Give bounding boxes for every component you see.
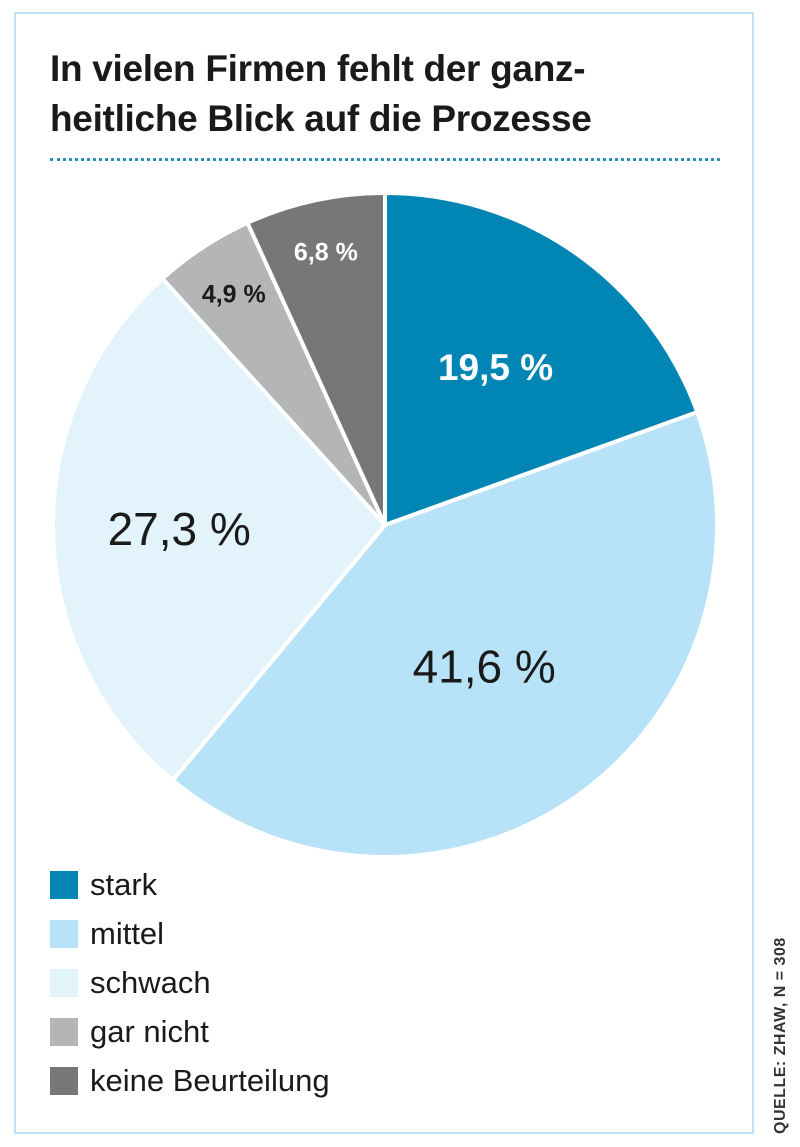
legend-item-schwach: schwach xyxy=(50,958,330,1007)
pie-slice-mittel xyxy=(170,410,719,859)
legend-item-mittel: mittel xyxy=(50,909,330,958)
chart-title-line-2: heitliche Blick auf die Prozesse xyxy=(50,98,592,139)
source-note: QUELLE: ZHAW, N = 308 xyxy=(772,937,789,1134)
slice-label-stark: 19,5 % xyxy=(438,347,553,388)
chart-title-line-1: In vielen Firmen fehlt der ganz- xyxy=(50,48,586,89)
chart-title: In vielen Firmen fehlt der ganz- heitlic… xyxy=(50,44,730,144)
slice-label-schwach: 27,3 % xyxy=(108,503,251,555)
legend-label-gar-nicht: gar nicht xyxy=(90,1013,209,1049)
chart-frame xyxy=(14,12,754,1134)
slice-label-mittel: 41,6 % xyxy=(413,640,556,692)
legend-item-gar-nicht: gar nicht xyxy=(50,1007,330,1056)
legend-label-stark: stark xyxy=(90,866,158,902)
slice-label-gar-nicht: 4,9 % xyxy=(202,281,266,309)
title-divider xyxy=(50,158,720,161)
pie-slice-keine-Beurteilung xyxy=(245,191,387,527)
legend-swatch-gar-nicht xyxy=(50,1017,78,1046)
slice-label-keine-Beurteilung: 6,8 % xyxy=(294,238,358,266)
legend-item-stark: stark xyxy=(50,860,330,909)
legend-swatch-mittel xyxy=(50,919,78,948)
legend-swatch-keine-beurteilung xyxy=(50,1066,78,1095)
pie-slice-stark xyxy=(383,191,700,527)
legend-swatch-schwach xyxy=(50,968,78,997)
legend-swatch-stark xyxy=(50,870,78,899)
pie-slice-schwach xyxy=(51,276,387,783)
legend-label-schwach: schwach xyxy=(90,964,211,1000)
legend-item-keine-beurteilung: keine Beurteilung xyxy=(50,1056,330,1105)
legend-label-mittel: mittel xyxy=(90,915,165,951)
legend-label-keine-beurteilung: keine Beurteilung xyxy=(90,1062,330,1098)
chart-legend: stark mittel schwach gar nicht keine Beu… xyxy=(50,860,330,1105)
